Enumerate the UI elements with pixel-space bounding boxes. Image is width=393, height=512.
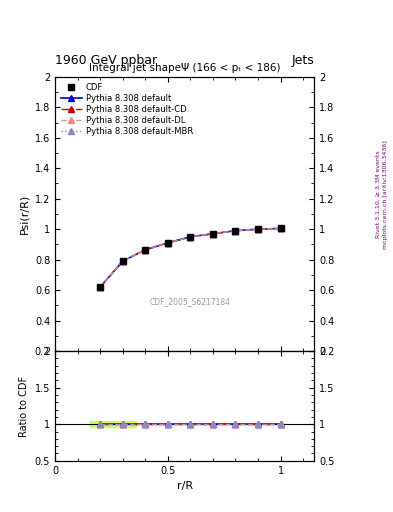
Pythia 8.308 default (233, 228, 238, 234)
Pythia 8.308 default-MBR (98, 284, 103, 290)
Pythia 8.308 default-DL (211, 231, 215, 237)
Pythia 8.308 default-DL (188, 233, 193, 240)
Pythia 8.308 default (188, 233, 193, 240)
Y-axis label: Ratio to CDF: Ratio to CDF (19, 375, 29, 437)
Line: Pythia 8.308 default-CD: Pythia 8.308 default-CD (97, 226, 283, 290)
Text: CDF_2005_S6217184: CDF_2005_S6217184 (149, 297, 230, 306)
Pythia 8.308 default (256, 226, 261, 232)
Pythia 8.308 default (98, 284, 103, 290)
Pythia 8.308 default-DL (120, 258, 125, 264)
Text: mcplots.cern.ch [arXiv:1306.3436]: mcplots.cern.ch [arXiv:1306.3436] (383, 140, 388, 249)
Pythia 8.308 default (165, 240, 170, 246)
Pythia 8.308 default (211, 231, 215, 237)
Title: Integral jet shapeΨ (166 < pₜ < 186): Integral jet shapeΨ (166 < pₜ < 186) (89, 63, 281, 73)
Line: Pythia 8.308 default-DL: Pythia 8.308 default-DL (97, 226, 283, 290)
Pythia 8.308 default-CD (188, 233, 193, 240)
Pythia 8.308 default-CD (278, 225, 283, 231)
CDF (278, 225, 283, 231)
Pythia 8.308 default-DL (233, 228, 238, 234)
Pythia 8.308 default-MBR (211, 231, 215, 237)
Pythia 8.308 default-DL (143, 247, 148, 253)
Pythia 8.308 default-CD (165, 240, 170, 246)
CDF (120, 258, 125, 264)
Text: Jets: Jets (292, 54, 314, 67)
Pythia 8.308 default-CD (120, 258, 125, 264)
Y-axis label: Psi(r/R): Psi(r/R) (19, 194, 29, 234)
Text: Rivet 3.1.10, ≥ 3.3M events: Rivet 3.1.10, ≥ 3.3M events (375, 151, 380, 239)
Pythia 8.308 default-MBR (278, 225, 283, 231)
Text: 1960 GeV ppbar: 1960 GeV ppbar (55, 54, 157, 67)
CDF (165, 240, 170, 246)
CDF (188, 233, 193, 240)
CDF (233, 228, 238, 234)
Pythia 8.308 default-DL (256, 226, 261, 232)
Pythia 8.308 default-CD (233, 228, 238, 234)
X-axis label: r/R: r/R (176, 481, 193, 491)
CDF (256, 226, 261, 232)
Pythia 8.308 default-CD (98, 284, 103, 290)
Pythia 8.308 default (143, 247, 148, 253)
CDF (143, 247, 148, 253)
CDF (211, 231, 215, 237)
Line: CDF: CDF (97, 225, 284, 290)
Pythia 8.308 default-MBR (233, 228, 238, 234)
Pythia 8.308 default (278, 225, 283, 231)
Pythia 8.308 default-MBR (188, 233, 193, 240)
CDF (98, 284, 103, 290)
Pythia 8.308 default-DL (278, 225, 283, 231)
Pythia 8.308 default-DL (98, 284, 103, 290)
Pythia 8.308 default-CD (211, 231, 215, 237)
Pythia 8.308 default-MBR (256, 226, 261, 232)
Pythia 8.308 default-MBR (143, 247, 148, 253)
Line: Pythia 8.308 default-MBR: Pythia 8.308 default-MBR (97, 226, 283, 290)
Pythia 8.308 default (120, 258, 125, 264)
Pythia 8.308 default-MBR (120, 258, 125, 264)
Pythia 8.308 default-DL (165, 240, 170, 246)
Pythia 8.308 default-MBR (165, 240, 170, 246)
Line: Pythia 8.308 default: Pythia 8.308 default (97, 226, 283, 290)
Pythia 8.308 default-CD (256, 226, 261, 232)
Pythia 8.308 default-CD (143, 247, 148, 253)
Legend: CDF, Pythia 8.308 default, Pythia 8.308 default-CD, Pythia 8.308 default-DL, Pyt: CDF, Pythia 8.308 default, Pythia 8.308 … (59, 81, 195, 138)
